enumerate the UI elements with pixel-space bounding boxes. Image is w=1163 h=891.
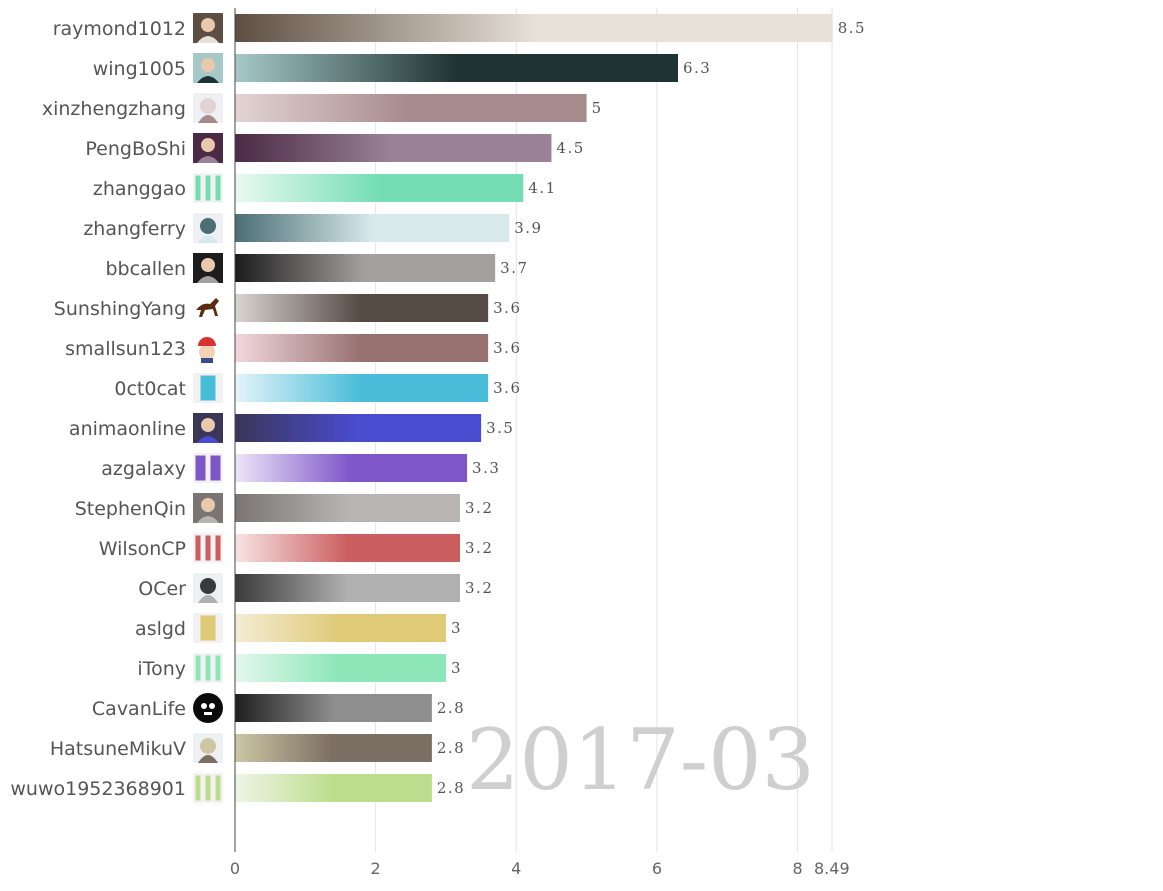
bar <box>235 94 587 122</box>
identicon-avatar-icon <box>193 773 223 803</box>
category-label: wuwo1952368901 <box>10 778 186 800</box>
anime-avatar-icon <box>193 93 223 123</box>
bar-value-label: 4.1 <box>528 179 556 197</box>
bar-value-label: 4.5 <box>556 139 584 157</box>
bar <box>235 494 461 522</box>
bar <box>235 614 446 642</box>
bar <box>235 774 432 802</box>
category-label: iTony <box>137 658 186 680</box>
bar-value-label: 2.8 <box>437 739 465 757</box>
category-label: xinzhengzhang <box>42 98 186 120</box>
bar <box>235 654 446 682</box>
category-label: CavanLife <box>92 698 186 720</box>
category-label: raymond1012 <box>53 18 186 40</box>
bar <box>235 374 489 402</box>
x-tick-label: 8.49 <box>814 859 850 878</box>
bar-value-label: 3.6 <box>493 299 521 317</box>
anime-avatar-icon <box>193 213 223 243</box>
category-label: PengBoShi <box>85 138 186 160</box>
x-tick-label: 2 <box>371 859 381 878</box>
x-tick-label: 8 <box>792 859 802 878</box>
bar-value-label: 3.2 <box>465 579 493 597</box>
bar <box>235 134 552 162</box>
bar <box>235 14 833 42</box>
bar <box>235 414 482 442</box>
x-axis-ticks: 0 2 4 6 8 8.49 <box>230 859 850 878</box>
bar <box>235 734 432 762</box>
photo-avatar-icon <box>193 53 223 83</box>
bar-value-label: 5 <box>592 99 603 117</box>
anime-avatar-icon <box>193 573 223 603</box>
avatars <box>193 13 223 803</box>
category-label: 0ct0cat <box>114 378 186 400</box>
category-label: wing1005 <box>93 58 186 80</box>
photo-avatar-icon <box>193 133 223 163</box>
bar <box>235 454 468 482</box>
category-label: zhanggao <box>93 178 186 200</box>
bar-value-label: 3.9 <box>514 219 542 237</box>
bar <box>235 54 679 82</box>
bar <box>235 214 510 242</box>
bar-value-label: 3.6 <box>493 379 521 397</box>
category-label: HatsuneMikuV <box>50 738 186 760</box>
photo-avatar-icon <box>193 413 223 443</box>
bar-value-label: 3.7 <box>500 259 528 277</box>
category-label: aslgd <box>135 618 186 640</box>
horse-avatar-icon <box>193 293 223 323</box>
identicon-avatar-icon <box>193 453 223 483</box>
bar-value-label: 8.5 <box>838 19 866 37</box>
category-label: azgalaxy <box>101 458 186 480</box>
bar <box>235 294 489 322</box>
x-tick-label: 4 <box>511 859 521 878</box>
photo-avatar-icon <box>193 493 223 523</box>
x-tick-label: 0 <box>230 859 240 878</box>
identicon-avatar-icon <box>193 373 223 403</box>
photo-avatar-icon <box>193 253 223 283</box>
bar <box>235 334 489 362</box>
bar <box>235 694 432 722</box>
bar <box>235 254 496 282</box>
date-watermark: 2017-03 <box>466 711 815 809</box>
cartoon-avatar-icon <box>193 333 223 363</box>
bar-value-label: 3 <box>451 619 462 637</box>
category-label: WilsonCP <box>99 538 186 560</box>
value-labels: 8.5 6.3 5 4.5 4.1 3.9 3.7 3.6 3.6 3.6 3.5 3.3 3.2 3.2… <box>437 19 866 797</box>
category-label: OCer <box>138 578 186 600</box>
category-label: StephenQin <box>75 498 186 520</box>
bar-value-label: 2.8 <box>437 699 465 717</box>
identicon-avatar-icon <box>193 173 223 203</box>
bars <box>235 14 833 802</box>
category-label: bbcallen <box>106 258 187 280</box>
bar-value-label: 3.6 <box>493 339 521 357</box>
bar-value-label: 2.8 <box>437 779 465 797</box>
bar-value-label: 3.5 <box>486 419 514 437</box>
identicon-avatar-icon <box>193 653 223 683</box>
category-label: smallsun123 <box>65 338 186 360</box>
category-labels: raymond1012 wing1005 xinzhengzhang PengBoSh… <box>10 18 186 800</box>
bar <box>235 574 461 602</box>
bar <box>235 534 461 562</box>
category-label: animaonline <box>69 418 186 440</box>
bar-value-label: 3.2 <box>465 499 493 517</box>
photo-avatar-icon <box>193 13 223 43</box>
bar <box>235 174 524 202</box>
bar-value-label: 3.2 <box>465 539 493 557</box>
category-label: zhangferry <box>83 218 186 240</box>
skull-avatar-icon <box>193 693 223 723</box>
bar-value-label: 3 <box>451 659 462 677</box>
identicon-avatar-icon <box>193 533 223 563</box>
x-tick-label: 6 <box>652 859 662 878</box>
identicon-avatar-icon <box>193 613 223 643</box>
anime-avatar-icon <box>193 733 223 763</box>
category-label: SunshingYang <box>54 298 186 320</box>
bar-value-label: 6.3 <box>683 59 711 77</box>
bar-value-label: 3.3 <box>472 459 500 477</box>
